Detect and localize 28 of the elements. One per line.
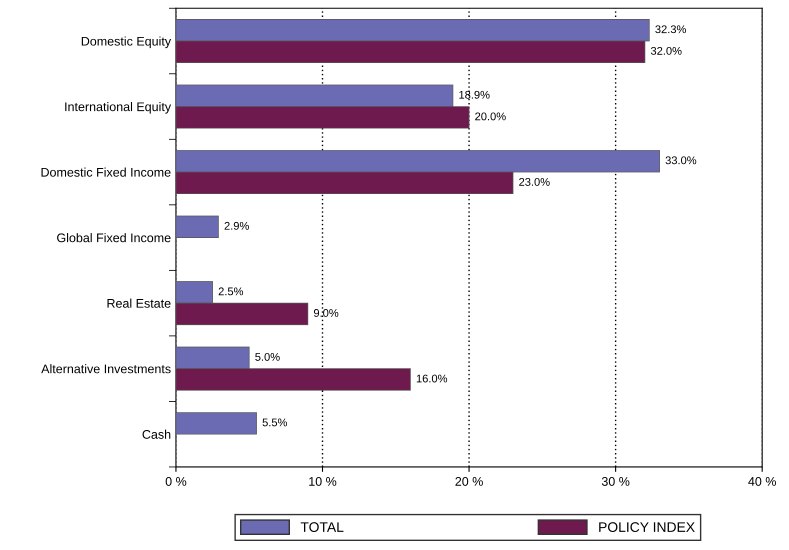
data-label: 32.0% bbox=[650, 46, 682, 55]
data-label: 9.0% bbox=[314, 309, 338, 317]
x-tick-label: 10 % bbox=[309, 477, 336, 486]
y-tick-label: Domestic Equity bbox=[82, 36, 172, 48]
y-tick-label: Real Estate bbox=[107, 298, 171, 308]
legend-label: POLICY INDEX bbox=[599, 522, 695, 532]
y-tick-label: Domestic Fixed Income bbox=[42, 168, 171, 177]
y-tick-label: Alternative Investments bbox=[41, 364, 171, 374]
bar bbox=[176, 216, 219, 238]
x-tick-label: 20 % bbox=[455, 477, 483, 486]
data-label: 18.9% bbox=[459, 90, 490, 99]
data-label: 32.3% bbox=[655, 25, 686, 34]
y-tick-label: Cash bbox=[142, 430, 170, 439]
data-label: 20.0% bbox=[475, 112, 506, 120]
data-label: 2.9% bbox=[224, 222, 249, 230]
y-tick-label: Global Fixed Income bbox=[57, 233, 171, 242]
legend-label: TOTAL bbox=[300, 522, 344, 532]
x-tick-label: 40 % bbox=[748, 477, 776, 486]
data-label: 5.5% bbox=[262, 418, 288, 426]
x-tick-label: 0 % bbox=[166, 477, 186, 486]
data-label: 2.5% bbox=[218, 287, 244, 296]
bar bbox=[176, 412, 257, 435]
data-label: 5.0% bbox=[255, 352, 280, 361]
data-label: 23.0% bbox=[519, 178, 550, 186]
y-tick-label: International Equity bbox=[65, 102, 172, 114]
data-label: 33.0% bbox=[666, 156, 696, 164]
data-label: 16.0% bbox=[416, 374, 448, 382]
x-tick-label: 30 % bbox=[602, 477, 630, 486]
